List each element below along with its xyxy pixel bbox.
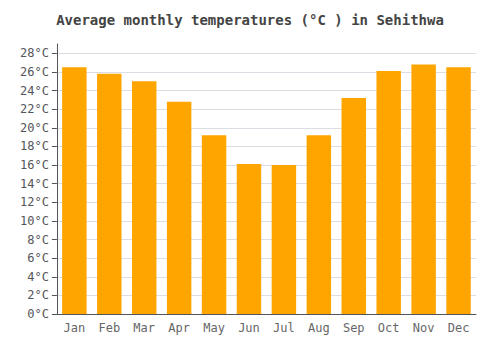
- svg-text:Dec: Dec: [448, 321, 470, 335]
- svg-text:0°C: 0°C: [27, 307, 49, 321]
- svg-text:Jul: Jul: [273, 321, 295, 335]
- svg-text:22°C: 22°C: [20, 102, 49, 116]
- svg-text:May: May: [203, 321, 225, 335]
- svg-text:28°C: 28°C: [20, 46, 49, 60]
- svg-text:10°C: 10°C: [20, 214, 49, 228]
- svg-text:Nov: Nov: [413, 321, 435, 335]
- svg-text:Feb: Feb: [98, 321, 120, 335]
- svg-text:Apr: Apr: [168, 321, 190, 335]
- svg-text:Aug: Aug: [308, 321, 330, 335]
- svg-text:2°C: 2°C: [27, 288, 49, 302]
- svg-text:6°C: 6°C: [27, 251, 49, 265]
- svg-text:4°C: 4°C: [27, 270, 49, 284]
- svg-text:Mar: Mar: [133, 321, 155, 335]
- svg-text:18°C: 18°C: [20, 139, 49, 153]
- svg-text:14°C: 14°C: [20, 177, 49, 191]
- svg-text:16°C: 16°C: [20, 158, 49, 172]
- svg-text:8°C: 8°C: [27, 233, 49, 247]
- svg-text:Sep: Sep: [343, 321, 365, 335]
- svg-text:12°C: 12°C: [20, 195, 49, 209]
- svg-text:26°C: 26°C: [20, 65, 49, 79]
- svg-text:Jan: Jan: [64, 321, 86, 335]
- svg-text:Average monthly temperatures (: Average monthly temperatures (°C ) in Se…: [56, 12, 444, 28]
- svg-text:Oct: Oct: [378, 321, 400, 335]
- svg-text:Jun: Jun: [238, 321, 260, 335]
- svg-text:20°C: 20°C: [20, 121, 49, 135]
- svg-text:24°C: 24°C: [20, 84, 49, 98]
